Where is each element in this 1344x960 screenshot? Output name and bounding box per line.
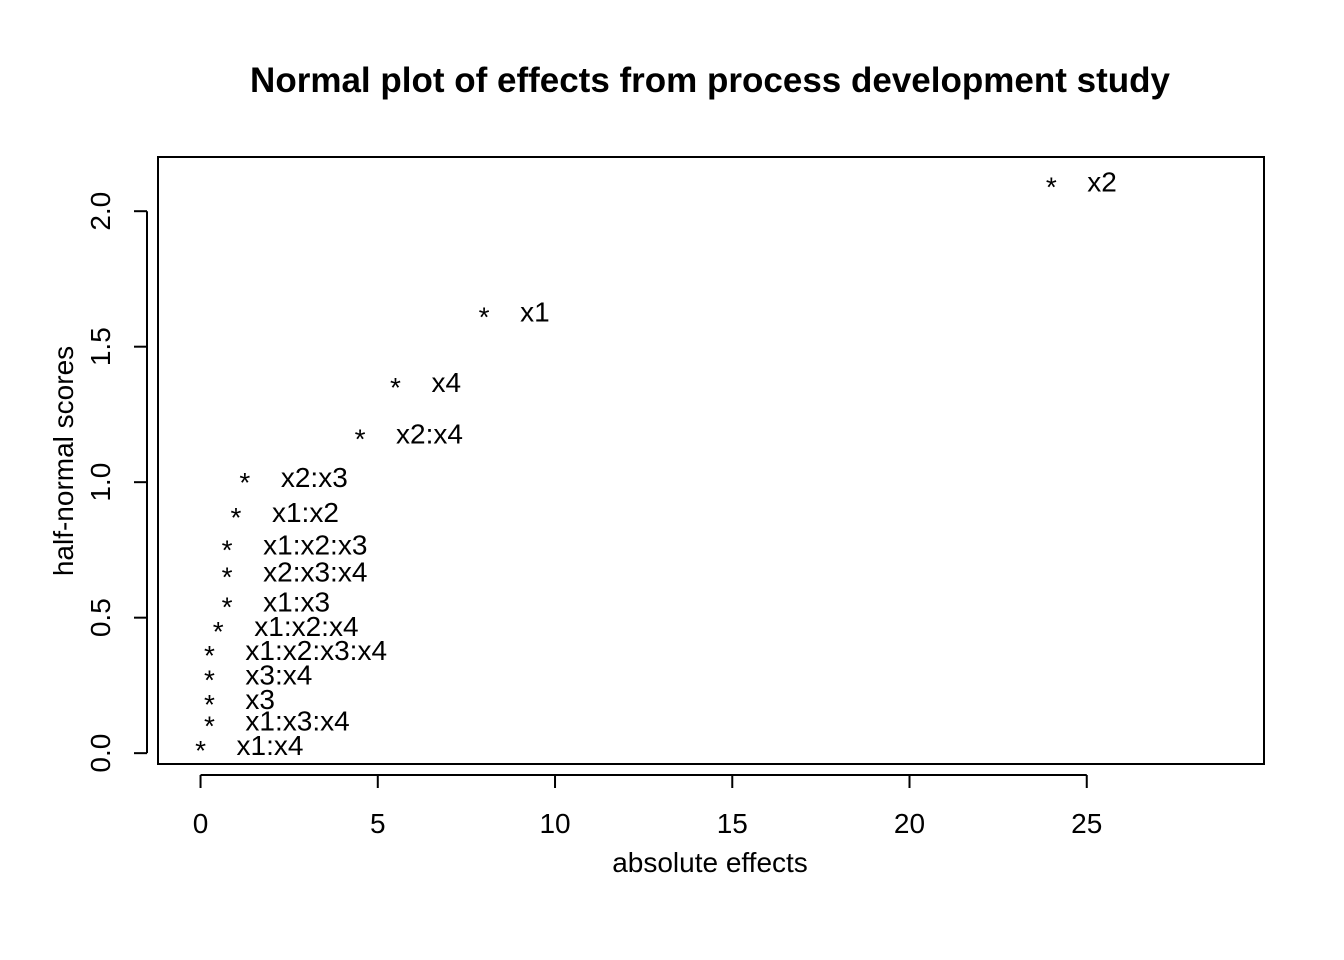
plot-frame — [157, 156, 1265, 765]
data-point: * — [222, 591, 233, 622]
data-point: * — [355, 423, 366, 454]
point-label: x4 — [432, 367, 462, 398]
x-tick-label: 10 — [539, 808, 570, 839]
data-point: * — [222, 562, 233, 593]
x-axis: 0 5 10 15 20 25 — [193, 774, 1102, 839]
y-tick-label: 0.0 — [85, 734, 116, 773]
data-point: * — [1046, 171, 1057, 202]
point-label: x1:x2:x4 — [254, 611, 358, 642]
y-tick-label: 0.5 — [85, 598, 116, 637]
data-point: * — [204, 640, 215, 671]
data-point: * — [231, 502, 242, 533]
data-point: * — [222, 535, 233, 566]
data-point: * — [204, 711, 215, 742]
y-axis: 0.0 0.5 1.0 1.5 2.0 — [85, 192, 148, 773]
data-point: * — [390, 372, 401, 403]
data-point: * — [204, 665, 215, 696]
y-tick-label: 1.5 — [85, 327, 116, 366]
point-label: x2:x3:x4 — [263, 557, 367, 588]
data-point: * — [479, 301, 490, 332]
point-label: x3:x4 — [245, 660, 312, 691]
x-tick-label: 25 — [1071, 808, 1102, 839]
point-label: x2 — [1087, 166, 1117, 197]
point-label: x1:x3:x4 — [245, 706, 349, 737]
point-label: x1:x4 — [237, 730, 304, 761]
x-tick-label: 0 — [193, 808, 209, 839]
point-label: x1:x2:x3 — [263, 530, 367, 561]
point-label: x2:x3 — [281, 462, 348, 493]
x-axis-label: absolute effects — [612, 847, 808, 878]
data-point: * — [195, 735, 206, 766]
chart-title: Normal plot of effects from process deve… — [250, 61, 1170, 100]
point-label: x1:x2 — [272, 497, 339, 528]
point-label: x2:x4 — [396, 418, 463, 449]
y-axis-label: half-normal scores — [48, 346, 79, 576]
data-points: * x1:x4 * x1:x3:x4 * x3 * x3:x4 * x1:x2:x3:x4 * x1:… — [195, 166, 1117, 766]
data-point: * — [239, 467, 250, 498]
point-label: x1:x2:x3:x4 — [245, 635, 387, 666]
x-tick-label: 5 — [370, 808, 386, 839]
y-tick-label: 2.0 — [85, 192, 116, 231]
x-tick-label: 15 — [717, 808, 748, 839]
x-tick-label: 20 — [894, 808, 925, 839]
point-label: x3 — [245, 684, 275, 715]
point-label: x1 — [520, 296, 550, 327]
data-point: * — [204, 689, 215, 720]
point-label: x1:x3 — [263, 586, 330, 617]
data-point: * — [213, 616, 224, 647]
y-tick-label: 1.0 — [85, 463, 116, 502]
